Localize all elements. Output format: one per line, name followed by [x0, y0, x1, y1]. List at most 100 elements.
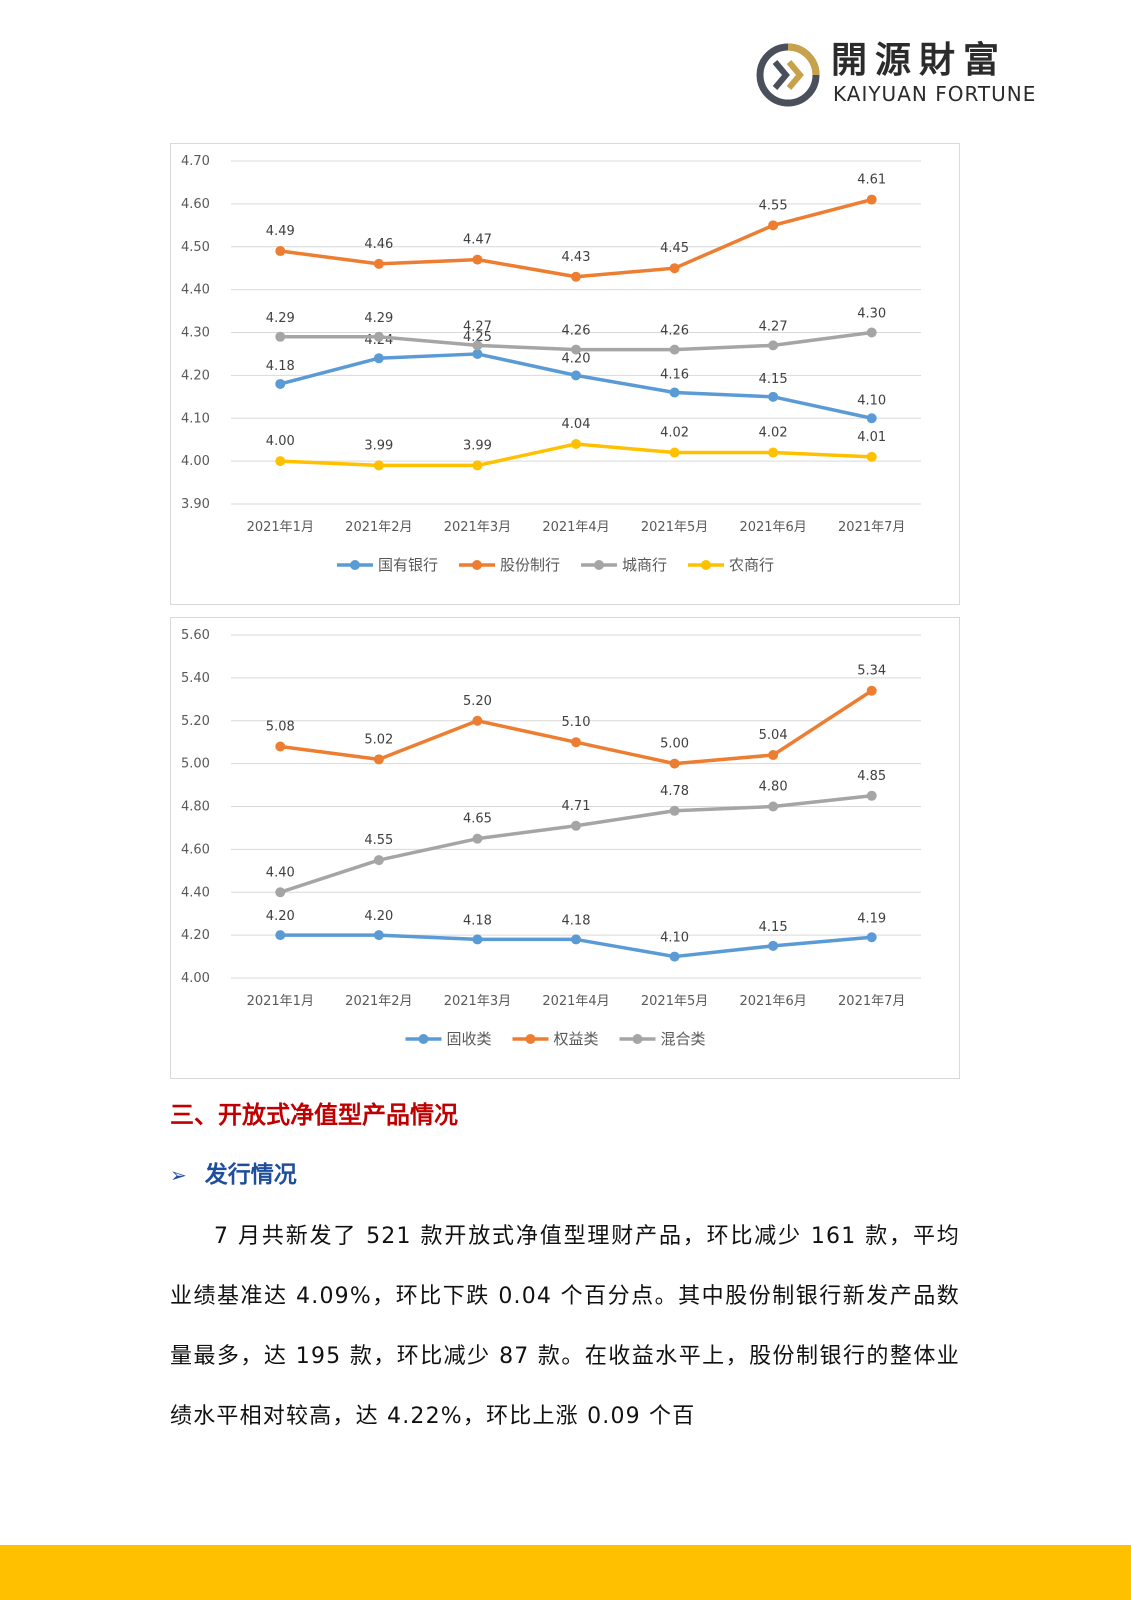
data-point — [571, 737, 581, 748]
x-tick-label: 2021年1月 — [247, 520, 314, 535]
x-tick-label: 2021年7月 — [838, 520, 905, 535]
bank-type-yield-chart: 3.90 4.00 4.10 4.20 4.30 4.40 4.50 4.60 4.70 2021… — [170, 143, 960, 605]
data-point — [571, 934, 581, 945]
data-point — [373, 855, 384, 866]
x-tick-label: 2021年4月 — [542, 520, 609, 535]
data-label: 4.19 — [857, 911, 886, 926]
y-tick-label: 4.20 — [181, 368, 210, 383]
data-label: 4.00 — [266, 434, 295, 449]
data-label: 4.01 — [857, 430, 886, 445]
y-tick-label: 5.00 — [181, 757, 210, 772]
y-tick-label: 5.60 — [181, 628, 210, 643]
x-tick-label: 2021年6月 — [739, 994, 806, 1009]
data-label: 4.27 — [463, 319, 492, 334]
data-point — [866, 790, 877, 801]
data-point — [373, 754, 384, 765]
section-title: 三、开放式净值型产品情况 — [170, 1101, 458, 1129]
data-label: 4.10 — [660, 931, 689, 946]
legend-label: 股份制行 — [500, 556, 560, 574]
legend-marker — [701, 560, 711, 570]
y-tick-label: 4.30 — [181, 326, 210, 341]
data-point — [373, 930, 384, 941]
data-label: 4.18 — [463, 913, 492, 928]
data-point — [571, 344, 581, 355]
data-label: 4.25 — [463, 330, 492, 345]
data-point — [768, 801, 779, 812]
data-label: 4.71 — [562, 799, 591, 814]
data-label: 4.18 — [266, 359, 295, 374]
data-point — [571, 271, 581, 282]
data-label: 5.04 — [759, 728, 788, 743]
body-paragraph: 7 月共新发了 521 款开放式净值型理财产品，环比减少 161 款，平均业绩基… — [170, 1224, 960, 1429]
data-point — [472, 340, 483, 351]
subsection-title: ➢ 发行情况 — [170, 1155, 297, 1189]
data-point — [768, 220, 779, 231]
data-point — [669, 951, 680, 962]
data-label: 4.04 — [562, 417, 591, 432]
data-label: 4.80 — [759, 780, 788, 795]
logo-chinese-name: 開源財富 — [831, 40, 1008, 81]
data-point — [866, 413, 877, 424]
data-label: 4.55 — [364, 833, 393, 848]
data-label: 4.18 — [562, 913, 591, 928]
data-point — [275, 930, 286, 941]
legend-marker — [350, 560, 360, 570]
data-point — [275, 741, 286, 752]
data-point — [373, 331, 384, 342]
data-label: 4.29 — [266, 311, 295, 326]
data-point — [275, 887, 286, 898]
legend-marker — [594, 560, 604, 570]
y-tick-label: 4.60 — [181, 842, 210, 857]
y-tick-label: 4.40 — [181, 885, 210, 900]
data-point — [866, 685, 877, 696]
data-point — [669, 344, 680, 355]
logo-english-name: KAIYUAN FORTUNE — [833, 82, 1037, 106]
data-label: 4.85 — [857, 769, 886, 784]
data-label: 4.30 — [857, 307, 886, 322]
data-point — [373, 353, 384, 364]
data-label: 4.20 — [364, 909, 393, 924]
bank-type-yield-chart-svg: 3.90 4.00 4.10 4.20 4.30 4.40 4.50 4.60 4.70 2021… — [181, 154, 921, 574]
data-label: 5.20 — [463, 694, 492, 709]
x-tick-label: 2021年2月 — [345, 520, 412, 535]
data-point — [866, 451, 877, 462]
x-tick-label: 2021年7月 — [838, 994, 905, 1009]
data-point — [373, 460, 384, 471]
data-label: 4.26 — [660, 324, 689, 339]
data-point — [373, 258, 384, 269]
legend-label: 权益类 — [554, 1030, 599, 1048]
data-point — [472, 348, 483, 359]
data-label: 4.40 — [266, 865, 295, 880]
legend-label: 固收类 — [447, 1030, 492, 1048]
data-label: 4.47 — [463, 233, 492, 248]
data-label: 4.78 — [660, 784, 689, 799]
y-tick-label: 4.60 — [181, 197, 210, 212]
data-point — [472, 833, 483, 844]
legend-label: 城商行 — [622, 556, 667, 574]
data-label: 4.65 — [463, 812, 492, 827]
data-label: 4.26 — [562, 324, 591, 339]
data-label: 4.46 — [364, 237, 393, 252]
data-point — [571, 438, 581, 449]
data-label: 5.00 — [660, 737, 689, 752]
y-tick-label: 5.40 — [181, 671, 210, 686]
x-tick-label: 2021年6月 — [739, 520, 806, 535]
data-label: 3.99 — [364, 438, 393, 453]
data-point — [768, 750, 779, 761]
data-point — [571, 820, 581, 831]
data-point — [768, 940, 779, 951]
y-tick-label: 5.20 — [181, 714, 210, 729]
y-tick-label: 4.40 — [181, 283, 210, 298]
data-point — [768, 340, 779, 351]
data-label: 4.15 — [759, 920, 788, 935]
product-type-yield-chart: 4.00 4.20 4.40 4.60 4.80 5.00 5.20 5.40 5.60 2021… — [170, 617, 960, 1079]
data-label: 4.02 — [759, 426, 788, 441]
data-point — [669, 805, 680, 816]
data-point — [669, 447, 680, 458]
x-tick-label: 2021年1月 — [247, 994, 314, 1009]
y-tick-label: 4.70 — [181, 154, 210, 169]
data-point — [669, 758, 680, 769]
data-point — [275, 331, 286, 342]
data-point — [669, 387, 680, 398]
legend-marker — [525, 1034, 536, 1044]
